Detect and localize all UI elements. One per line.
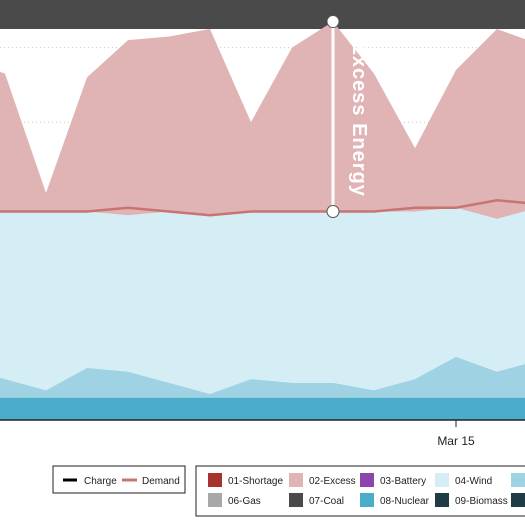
- area-10-hydro: [0, 397, 525, 420]
- legend-shortage-label: 01-Shortage: [228, 476, 283, 487]
- x-axis-ticks: Mar 15: [437, 420, 475, 448]
- legend-charge-label: Charge: [84, 476, 117, 487]
- legend-demand-label: Demand: [142, 476, 180, 487]
- top-toolbar: [0, 0, 525, 29]
- legend-hydro-swatch: [511, 493, 525, 507]
- legend-shortage-swatch: [208, 473, 222, 487]
- annotation-top-handle[interactable]: [326, 15, 340, 29]
- legend-gas-swatch: [208, 493, 222, 507]
- legend-coal-label: 07-Coal: [309, 496, 344, 507]
- x-tick-label: Mar 15: [437, 434, 475, 448]
- legend-battery-label: 03-Battery: [380, 476, 426, 487]
- legend-gas-label: 06-Gas: [228, 496, 261, 507]
- legend-nuclear-swatch: [360, 493, 374, 507]
- legend-wind-swatch: [435, 473, 449, 487]
- area-04-wind: [0, 207, 525, 394]
- legend-nuclear-label: 08-Nuclear: [380, 496, 430, 507]
- area-05-solar: [0, 356, 525, 398]
- legend-excess-label: 02-Excess: [309, 476, 356, 487]
- annotation-label: Excess Energy: [348, 42, 370, 197]
- area-series: [0, 21, 525, 420]
- legend-biomass-label: 09-Biomass: [455, 496, 508, 507]
- excess-energy-annotation: Excess Energy: [326, 15, 370, 218]
- annotation-bottom-handle[interactable]: [326, 204, 340, 218]
- legend-sources: 01-Shortage 02-Excess 03-Battery 04-Wind…: [195, 465, 525, 517]
- area-02-excess: [0, 21, 525, 219]
- demand-line: [0, 199, 525, 217]
- legend-lines: Charge Demand: [52, 465, 186, 494]
- legend-solar-swatch: [511, 473, 525, 487]
- legend-battery-swatch: [360, 473, 374, 487]
- legend-excess-swatch: [289, 473, 303, 487]
- legend-biomass-swatch: [435, 493, 449, 507]
- legend-wind-label: 04-Wind: [455, 476, 492, 487]
- legend-coal-swatch: [289, 493, 303, 507]
